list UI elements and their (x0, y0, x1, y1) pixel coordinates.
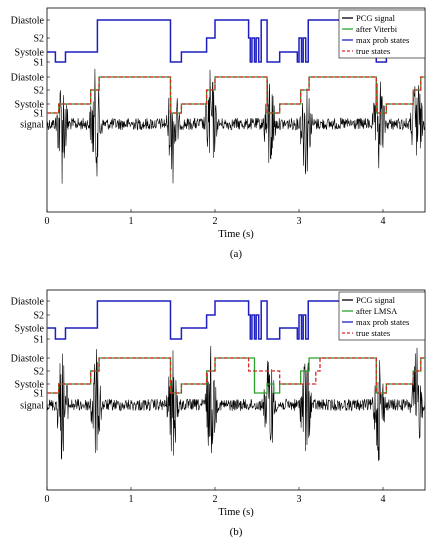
legend-box (338, 291, 426, 341)
y-tick-label: Diastole (11, 354, 45, 365)
chart-panel-(a): DiastoleS2SystoleS1DiastoleS2SystoleS1si… (11, 7, 426, 260)
y-tick-label: Systole (15, 324, 45, 335)
legend-entry: after Viterbi (356, 24, 398, 34)
legend-entry: PCG signal (356, 295, 396, 305)
series-true-states (47, 357, 425, 394)
legend-box (338, 9, 426, 59)
y-tick-label: signal (20, 401, 44, 412)
series-after-lmsa (47, 357, 425, 394)
legend-entry: true states (356, 328, 390, 338)
legend-entry: max prob states (356, 35, 409, 45)
y-tick-label: Systole (15, 100, 45, 111)
y-tick-label: S1 (33, 335, 44, 346)
x-tick-label: 1 (129, 494, 134, 505)
plot-area-frame (46, 7, 426, 213)
y-tick-label: S1 (33, 109, 44, 120)
series-after-viterbi (47, 76, 425, 114)
y-tick-label: Diastole (11, 16, 45, 27)
chart-panel-(b): DiastoleS2SystoleS1DiastoleS2SystoleS1si… (11, 289, 426, 538)
y-tick-label: Diastole (11, 297, 45, 308)
y-tick-label: S2 (33, 311, 44, 322)
x-tick-label: 1 (129, 216, 134, 227)
x-axis-label: Time (s) (218, 229, 254, 240)
x-tick-label: 0 (45, 216, 50, 227)
y-tick-label: S2 (33, 86, 44, 97)
x-tick-label: 2 (213, 494, 218, 505)
y-tick-label: signal (20, 120, 44, 131)
legend-entry: true states (356, 46, 390, 56)
series-max-prob-states (47, 300, 425, 340)
y-tick-label: Diastole (11, 73, 45, 84)
y-tick-label: S2 (33, 34, 44, 45)
y-tick-label: S1 (33, 389, 44, 400)
legend-entry: max prob states (356, 317, 409, 327)
legend-entry: PCG signal (356, 13, 396, 23)
y-tick-label: Systole (15, 48, 45, 59)
figure-caption: (b) (230, 526, 243, 538)
y-tick-label: S1 (33, 58, 44, 69)
legend-entry: after LMSA (356, 306, 398, 316)
figure-caption: (a) (230, 248, 243, 260)
x-tick-label: 0 (45, 494, 50, 505)
x-tick-label: 4 (381, 216, 386, 227)
plot-area-frame (46, 289, 426, 491)
series-pcg-signal (47, 345, 425, 462)
x-axis-label: Time (s) (218, 507, 254, 518)
x-tick-label: 4 (381, 494, 386, 505)
series-max-prob-states (47, 19, 425, 63)
series-pcg-signal (47, 68, 425, 184)
y-tick-label: Systole (15, 380, 45, 391)
x-tick-label: 3 (297, 216, 302, 227)
x-tick-label: 3 (297, 494, 302, 505)
series-true-states (47, 76, 425, 114)
x-tick-label: 2 (213, 216, 218, 227)
y-tick-label: S2 (33, 367, 44, 378)
